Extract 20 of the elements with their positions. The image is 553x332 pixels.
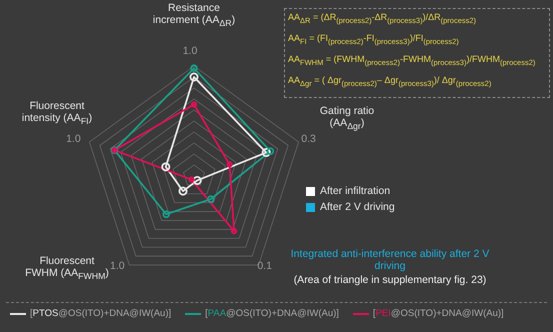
text: 1.0 <box>109 260 126 272</box>
text: AA$_{FWHM}$ = (FWHM$_{(process2)}$-FWHM$_{(process3)}$)/FWHM$_{(process2)}$ <box>288 54 536 67</box>
text: After 2 V driving <box>320 201 395 213</box>
text: 0.1 <box>256 260 273 272</box>
text: AA$_{FI}$ = (FI$_{(process2)}$-FI$_{(process3)}$)/FI$_{(process2)}$ <box>288 33 459 46</box>
text: AA$_{ΔR}$ = (ΔR$_{(process2)}$-ΔR$_{(process3)}$)/ΔR$_{(process2)}$ <box>288 12 476 25</box>
legend-label: [PTOS@OS(ITO)+DNA@IW(Au)] <box>30 308 172 319</box>
spoke-label: Gating ratio (AA$_{Δgr}$) <box>318 105 376 132</box>
text: 1.0 <box>65 133 82 145</box>
legend-label: [PAA@OS(ITO)+DNA@IW(Au)] <box>205 308 339 319</box>
text: AA$_{Δgr}$ = ( Δgr$_{(process2)}$– Δgr$_{(process3)}$)/ Δgr$_{(process2)}$ <box>288 75 492 88</box>
text: After infiltration <box>320 185 390 197</box>
spoke-label: Integrated anti-interference ability after 2 V driving <box>290 248 490 272</box>
spoke-label: Fluorescent FWHM (AA$_{FWHM}$) <box>24 255 110 282</box>
text: 1.0 <box>182 45 198 57</box>
spoke-label: Resistance increment (AA$_{ΔR}$) <box>152 2 236 30</box>
text: (Area of triangle in supplementary fig. 23) <box>292 274 488 286</box>
text: 0.3 <box>300 133 317 145</box>
spoke-label: Fluorescent intensity (AA$_{FI}$) <box>20 100 94 128</box>
legend-label: [PEI@OS(ITO)+DNA@IW(Au)] <box>372 308 504 319</box>
